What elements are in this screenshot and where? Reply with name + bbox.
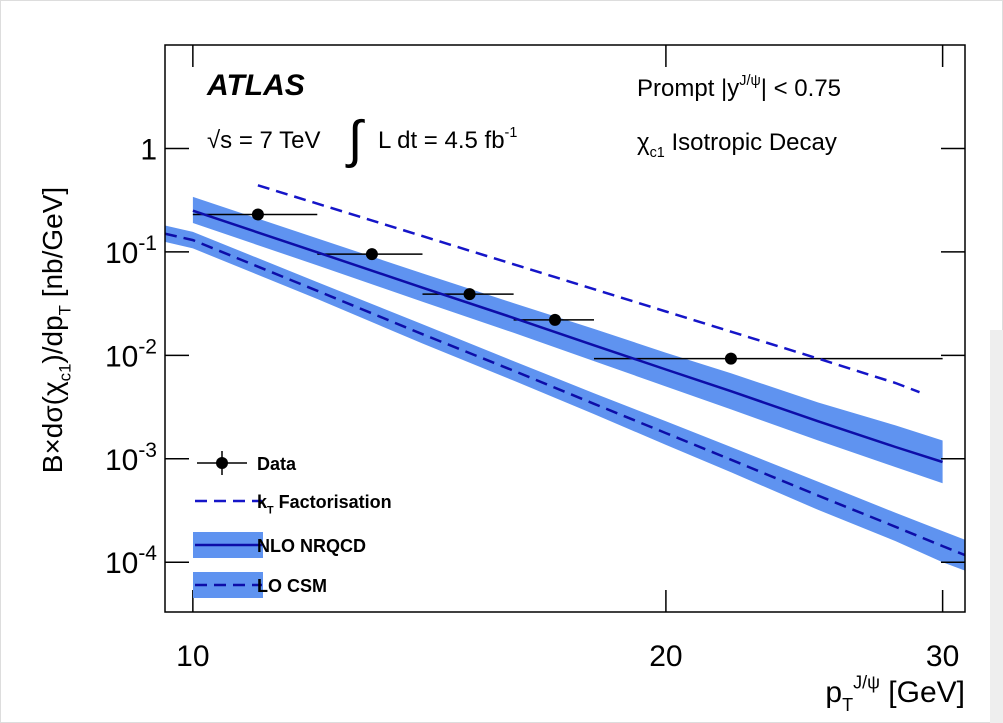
legend-label: NLO NRQCD [257,536,366,556]
text-part: | < 0.75 [761,75,841,102]
line [257,184,920,394]
y-tick-label: 10-2 [105,335,157,373]
text-part: c1 [55,364,74,382]
text-part: T [842,695,853,715]
tick-base: 10 [105,444,138,477]
text-part: J/ψ [853,673,880,693]
text-part: ∫ [345,111,365,169]
data-point [548,313,561,326]
text-part: J/ψ [739,73,760,89]
tick-exp: -4 [138,542,157,565]
tick-base: 10 [105,237,138,270]
tick-base: 10 [105,547,138,580]
data-point [251,208,264,221]
text-part: c1 [650,145,665,161]
data-point [365,248,378,261]
text-part: Prompt |y [637,75,739,102]
y-axis-label: B×dσ(χc1)/dpT [nb/GeV] [37,187,74,473]
series-layer [165,184,965,571]
band [192,196,943,484]
text-part: Factorisation [274,492,392,512]
text-part: -1 [505,125,518,141]
y-tick-label: 10-4 [105,542,157,580]
line [165,232,965,557]
annotation: ∫ [345,111,365,169]
text-part: L dt = 4.5 fb [378,127,505,154]
annotation: Prompt |yJ/ψ| < 0.75 [637,73,841,102]
text-part: ATLAS [206,69,305,102]
legend-marker [216,457,228,469]
y-tick-label: 10-3 [105,439,157,477]
side-strip [990,330,1003,723]
x-tick-label: 20 [649,640,682,673]
annotation: √s = 7 TeV [207,127,320,154]
x-tick-label: 10 [176,640,209,673]
text-part: χ [637,129,650,156]
text-part: B×dσ(χ [37,381,68,473]
annotation: χc1 Isotropic Decay [637,129,837,161]
text-part: T [267,504,274,516]
x-tick-label: 30 [926,640,959,673]
x-axis-label: pTJ/ψ [GeV] [825,673,965,716]
text-part: Isotropic Decay [665,129,837,156]
text-part: p [825,676,842,709]
text-part: √s = 7 TeV [207,127,320,154]
text-part: k [257,492,268,512]
tick-base: 10 [105,340,138,373]
text-part: [GeV] [880,676,965,709]
tick-exp: -2 [138,335,157,358]
tick-exp: -3 [138,439,157,462]
tick-exp: -1 [138,232,157,255]
legend-label: Data [257,454,297,474]
text-part: [nb/GeV] [37,187,68,305]
annotation: ATLAS [206,69,305,102]
legend-label: kT Factorisation [257,492,392,516]
line [192,209,943,464]
data-point [463,288,476,301]
data-point [724,352,737,365]
text-part: T [55,305,74,315]
y-tick-label: 10-1 [105,232,157,270]
axes-frame [164,44,966,613]
legend-label: LO CSM [257,576,327,596]
text-part: )/dp [37,315,68,363]
y-tick-label: 1 [140,133,157,166]
annotation: L dt = 4.5 fb-1 [378,125,517,154]
